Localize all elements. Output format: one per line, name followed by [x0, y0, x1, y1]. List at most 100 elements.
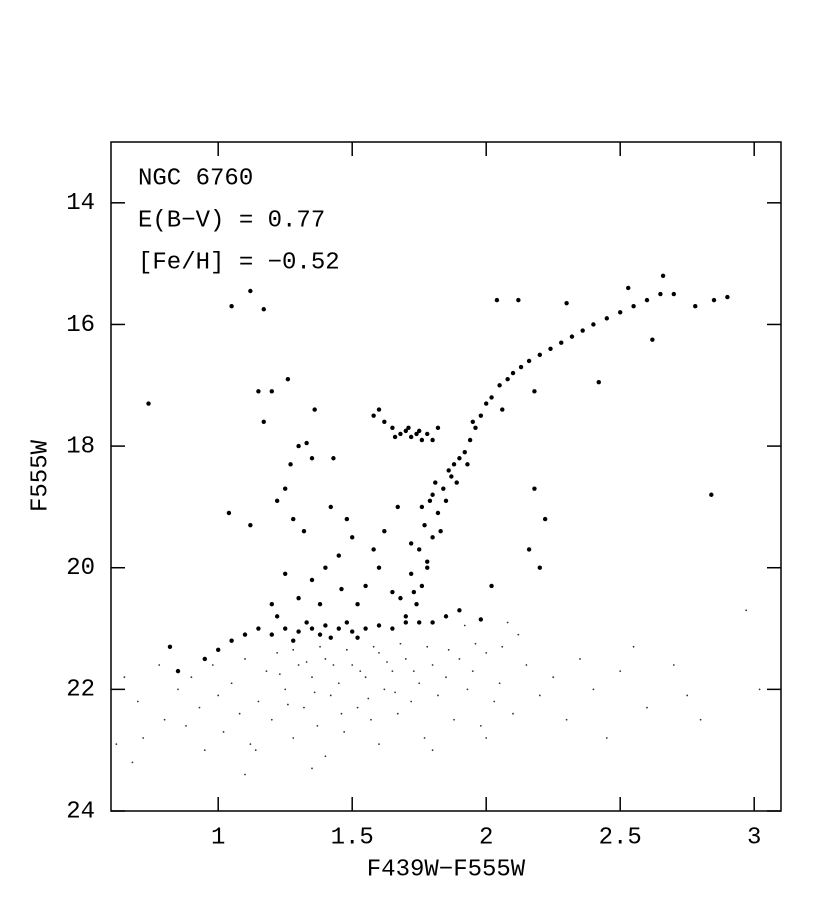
data-point: [425, 559, 430, 564]
data-point: [123, 676, 126, 679]
data-point: [672, 664, 675, 666]
data-point: [304, 620, 309, 625]
data-point: [323, 623, 328, 628]
data-point: [471, 670, 474, 673]
x-tick-label: 2: [479, 824, 493, 851]
data-point: [319, 645, 321, 648]
data-point: [510, 370, 516, 376]
data-point: [390, 589, 395, 595]
data-point: [269, 389, 274, 394]
data-point: [386, 661, 388, 663]
data-point: [217, 694, 220, 697]
data-point: [445, 676, 447, 679]
data-point: [313, 691, 316, 694]
data-point: [408, 434, 414, 440]
data-point: [454, 480, 459, 485]
data-point: [458, 658, 461, 660]
data-point: [297, 664, 300, 666]
data-point: [202, 656, 207, 662]
data-point: [329, 694, 332, 697]
data-point: [367, 697, 370, 700]
data-point: [359, 670, 362, 673]
data-point: [403, 620, 408, 625]
data-point: [203, 749, 206, 752]
data-point: [328, 635, 333, 640]
data-point: [430, 492, 435, 497]
data-point: [644, 297, 650, 303]
data-point: [745, 609, 748, 612]
data-point: [285, 376, 291, 382]
data-point: [292, 648, 295, 651]
data-point: [371, 413, 376, 418]
data-point: [249, 743, 252, 745]
data-point: [564, 300, 569, 306]
data-point: [467, 437, 473, 443]
data-point: [142, 737, 145, 739]
data-point: [211, 664, 214, 666]
data-point: [419, 504, 425, 510]
data-point: [355, 602, 360, 607]
data-point: [408, 571, 414, 577]
data-point: [312, 407, 317, 412]
data-point: [604, 316, 609, 321]
data-point: [596, 380, 601, 385]
data-point: [167, 644, 173, 649]
data-point: [565, 718, 568, 721]
data-point: [238, 712, 241, 715]
data-point: [484, 401, 489, 406]
x-axis-label: F439W−F555W: [367, 856, 526, 883]
data-point: [248, 288, 253, 294]
x-tick-label: 1: [211, 824, 225, 851]
annotation: [Fe/H] = −0.52: [138, 249, 340, 276]
data-point: [301, 529, 307, 534]
data-point: [309, 577, 315, 583]
data-point: [406, 425, 411, 431]
data-point: [177, 688, 179, 691]
data-point: [198, 706, 201, 709]
data-point: [435, 425, 441, 431]
data-point: [265, 670, 268, 673]
data-point: [619, 670, 622, 673]
data-point: [580, 328, 585, 333]
data-point: [261, 307, 266, 312]
data-point: [146, 401, 151, 406]
data-point: [579, 658, 581, 660]
data-point: [501, 645, 504, 648]
data-point: [350, 535, 355, 540]
data-point: [392, 434, 398, 440]
data-point: [500, 407, 505, 412]
data-point: [382, 529, 387, 534]
data-point: [376, 623, 382, 628]
annotation: E(B−V) = 0.77: [138, 207, 325, 234]
data-point: [430, 535, 435, 540]
data-point: [408, 541, 414, 546]
data-point: [229, 304, 234, 309]
data-point: [344, 516, 350, 522]
data-point: [371, 547, 376, 552]
data-point: [256, 389, 261, 394]
data-point: [351, 664, 354, 666]
data-point: [344, 620, 350, 625]
data-point: [283, 486, 288, 491]
data-point: [631, 304, 636, 309]
y-tick-label: 20: [66, 555, 95, 582]
data-point: [411, 589, 417, 595]
data-point: [559, 340, 564, 345]
data-point: [412, 670, 415, 673]
data-point: [479, 724, 482, 727]
data-point: [222, 731, 225, 733]
data-point: [433, 480, 438, 485]
data-point: [363, 583, 368, 589]
data-point: [390, 626, 395, 631]
data-point: [470, 419, 475, 424]
data-point: [711, 297, 717, 303]
data-point: [115, 743, 118, 745]
data-point: [431, 749, 434, 752]
data-point: [474, 642, 477, 645]
y-axis-label: F555W: [27, 439, 54, 512]
data-point: [430, 620, 435, 625]
data-point: [493, 700, 496, 703]
data-point: [542, 516, 548, 522]
data-point: [136, 700, 139, 703]
